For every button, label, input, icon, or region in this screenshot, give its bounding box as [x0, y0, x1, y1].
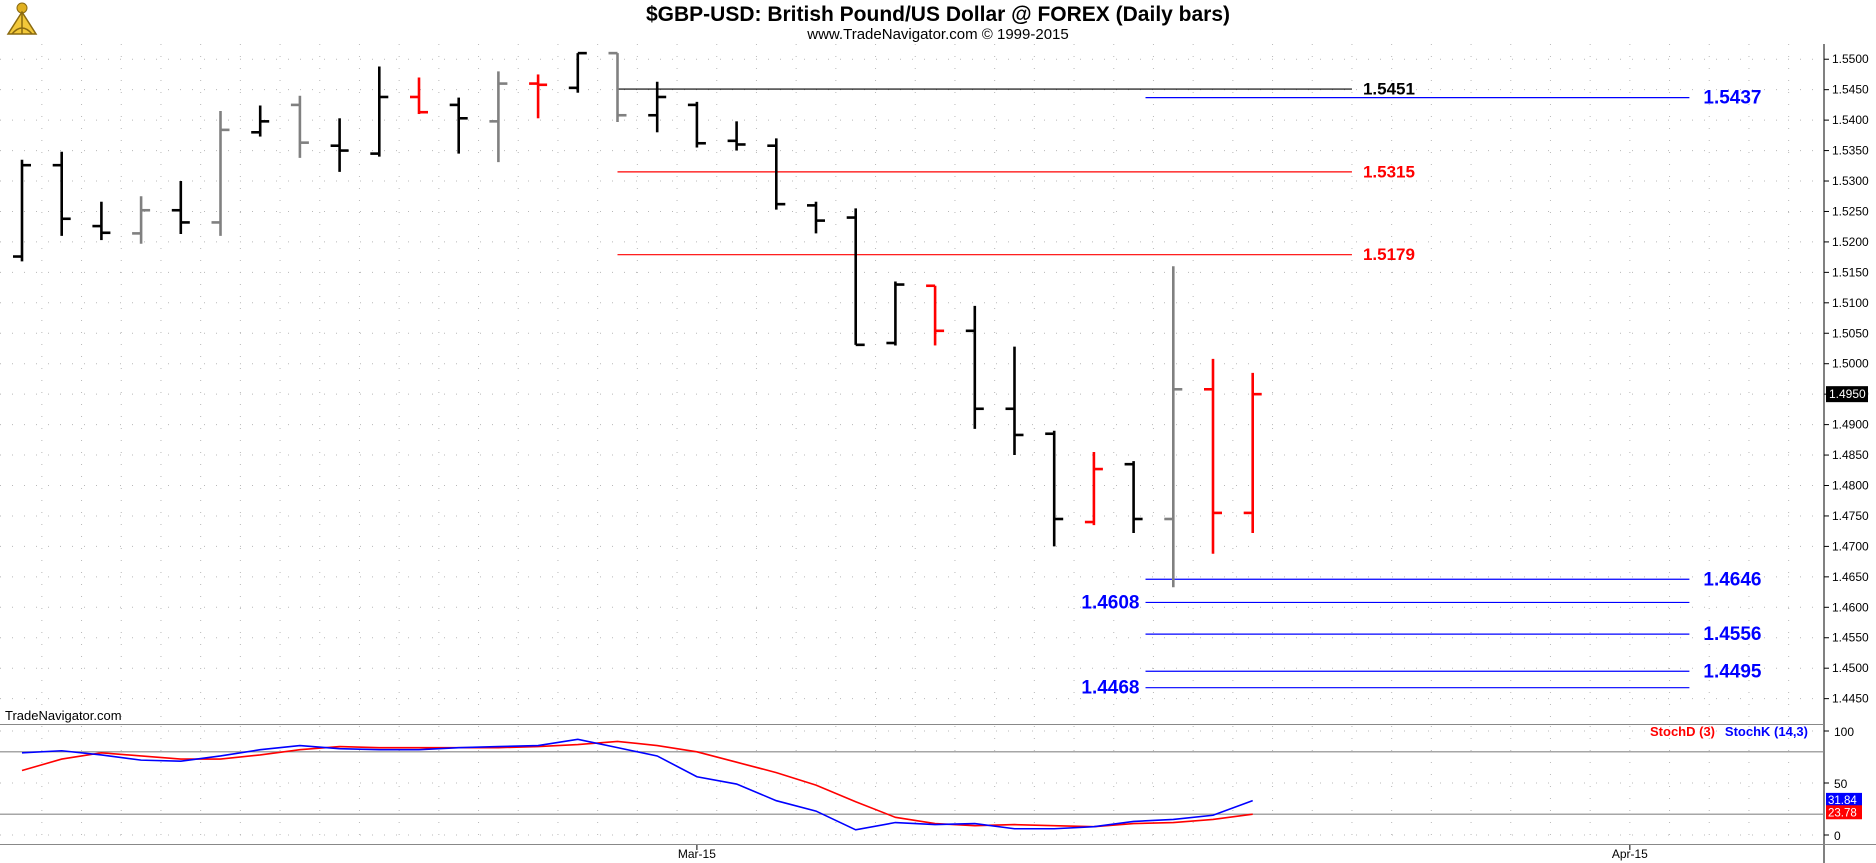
price-bars	[13, 51, 1262, 588]
price-bar	[489, 71, 508, 163]
price-bar	[92, 201, 111, 241]
chart-title: $GBP-USD: British Pound/US Dollar @ FORE…	[645, 3, 1231, 26]
stoch-last-marker	[1826, 792, 1862, 807]
price-tick-label: 1.4450	[1832, 692, 1869, 706]
price-tick-label: 1.5000	[1832, 357, 1869, 371]
price-level-label: 1.4556	[1703, 624, 1761, 645]
price-tick-label: 1.4600	[1832, 600, 1869, 614]
price-bar	[1084, 452, 1103, 526]
price-tick-label: 1.4650	[1832, 570, 1869, 584]
chart-frames	[0, 44, 1876, 863]
price-bar	[846, 208, 865, 347]
price-tick-label: 1.4700	[1832, 539, 1869, 553]
price-axis: 1.4450 1.4500 1.4550 1.4600 1.4650 1.4700 1.47…	[1824, 52, 1869, 706]
stoch-legend-k: StochK (14,3)	[1725, 724, 1808, 739]
price-bar	[1243, 372, 1262, 534]
price-bar	[211, 110, 230, 236]
price-level-label: 1.4608	[1081, 592, 1139, 613]
price-level-label: 1.5179	[1363, 245, 1415, 264]
price-tick-label: 1.4850	[1832, 448, 1869, 462]
price-tick-label: 1.5350	[1832, 144, 1869, 158]
price-bar	[886, 281, 905, 346]
price-bar	[767, 138, 786, 210]
price-bar	[1204, 358, 1222, 554]
price-tick-label: 1.5200	[1832, 235, 1869, 249]
price-bar	[251, 105, 270, 137]
price-level-label: 1.5437	[1703, 88, 1761, 109]
stoch-tick-label: 0	[1834, 829, 1841, 843]
price-bar	[1045, 430, 1064, 547]
price-tick-label: 1.4500	[1832, 661, 1869, 675]
price-bar	[1124, 461, 1143, 534]
stoch-tick-label: 50	[1834, 777, 1848, 791]
price-tick-label: 1.4900	[1832, 418, 1869, 432]
price-level-label: 1.4646	[1703, 569, 1761, 590]
price-bar	[52, 151, 71, 236]
date-axis: Mar-15 Apr-15	[678, 845, 1648, 861]
price-bar	[330, 118, 349, 172]
price-bar	[965, 305, 984, 429]
stoch-last-marker	[1826, 805, 1862, 820]
price-bar	[568, 51, 587, 93]
price-bar	[529, 74, 548, 119]
stoch-tick-label: 100	[1834, 725, 1854, 739]
price-tick-label: 1.5150	[1832, 265, 1869, 279]
price-bar	[449, 97, 468, 154]
price-level-label: 1.4468	[1081, 678, 1139, 699]
price-tick-label: 1.5050	[1832, 326, 1869, 340]
price-tick-label: 1.5100	[1832, 296, 1869, 310]
stoch-last-label: 31.84	[1828, 795, 1857, 807]
price-tick-label: 1.5300	[1832, 174, 1869, 188]
price-bar	[1164, 266, 1183, 588]
price-bar	[608, 51, 627, 122]
price-tick-label: 1.5400	[1832, 113, 1869, 127]
chart-header: $GBP-USD: British Pound/US Dollar @ FORE…	[0, 0, 1876, 44]
price-bar	[687, 101, 706, 148]
price-bar	[727, 121, 746, 151]
price-level-label: 1.4495	[1703, 661, 1762, 682]
price-tick-label: 1.5250	[1832, 204, 1869, 218]
price-bar	[648, 81, 667, 133]
price-bar	[370, 66, 389, 157]
last-price-label: 1.4950	[1829, 387, 1866, 401]
stoch-legend-d: StochD (3)	[1650, 724, 1715, 739]
price-tick-label: 1.5450	[1832, 83, 1869, 97]
stoch-series-line	[21, 738, 1253, 831]
price-bar	[1005, 346, 1024, 456]
price-tick-label: 1.5500	[1832, 52, 1869, 66]
stoch-series-line	[21, 740, 1253, 828]
price-tick-label: 1.4550	[1832, 631, 1869, 645]
price-bar	[807, 201, 825, 234]
price-level-label: 1.5451	[1363, 80, 1415, 99]
price-level-label: 1.5315	[1363, 162, 1415, 181]
chart-subtitle: www.TradeNavigator.com © 1999-2015	[807, 26, 1069, 43]
price-bar	[290, 95, 309, 158]
price-tick-label: 1.4800	[1832, 479, 1869, 493]
date-tick-label: Mar-15	[678, 847, 716, 861]
chart-grid	[0, 44, 1824, 843]
date-tick-label: Apr-15	[1612, 847, 1648, 861]
price-bar	[132, 196, 151, 244]
price-bar	[13, 159, 31, 262]
price-tick-label: 1.4750	[1832, 509, 1869, 523]
price-bar	[410, 77, 428, 115]
last-price-marker	[1826, 386, 1868, 403]
sextant-logo-icon	[6, 2, 38, 35]
price-bar	[926, 284, 945, 346]
price-levels: 1.5451 1.5437 1.5315 1.5179 1.4646 1.4608 1.45…	[617, 80, 1762, 699]
stoch-last-label: 23.78	[1828, 807, 1857, 819]
price-bar	[171, 181, 190, 234]
watermark-label: TradeNavigator.com	[5, 708, 122, 723]
